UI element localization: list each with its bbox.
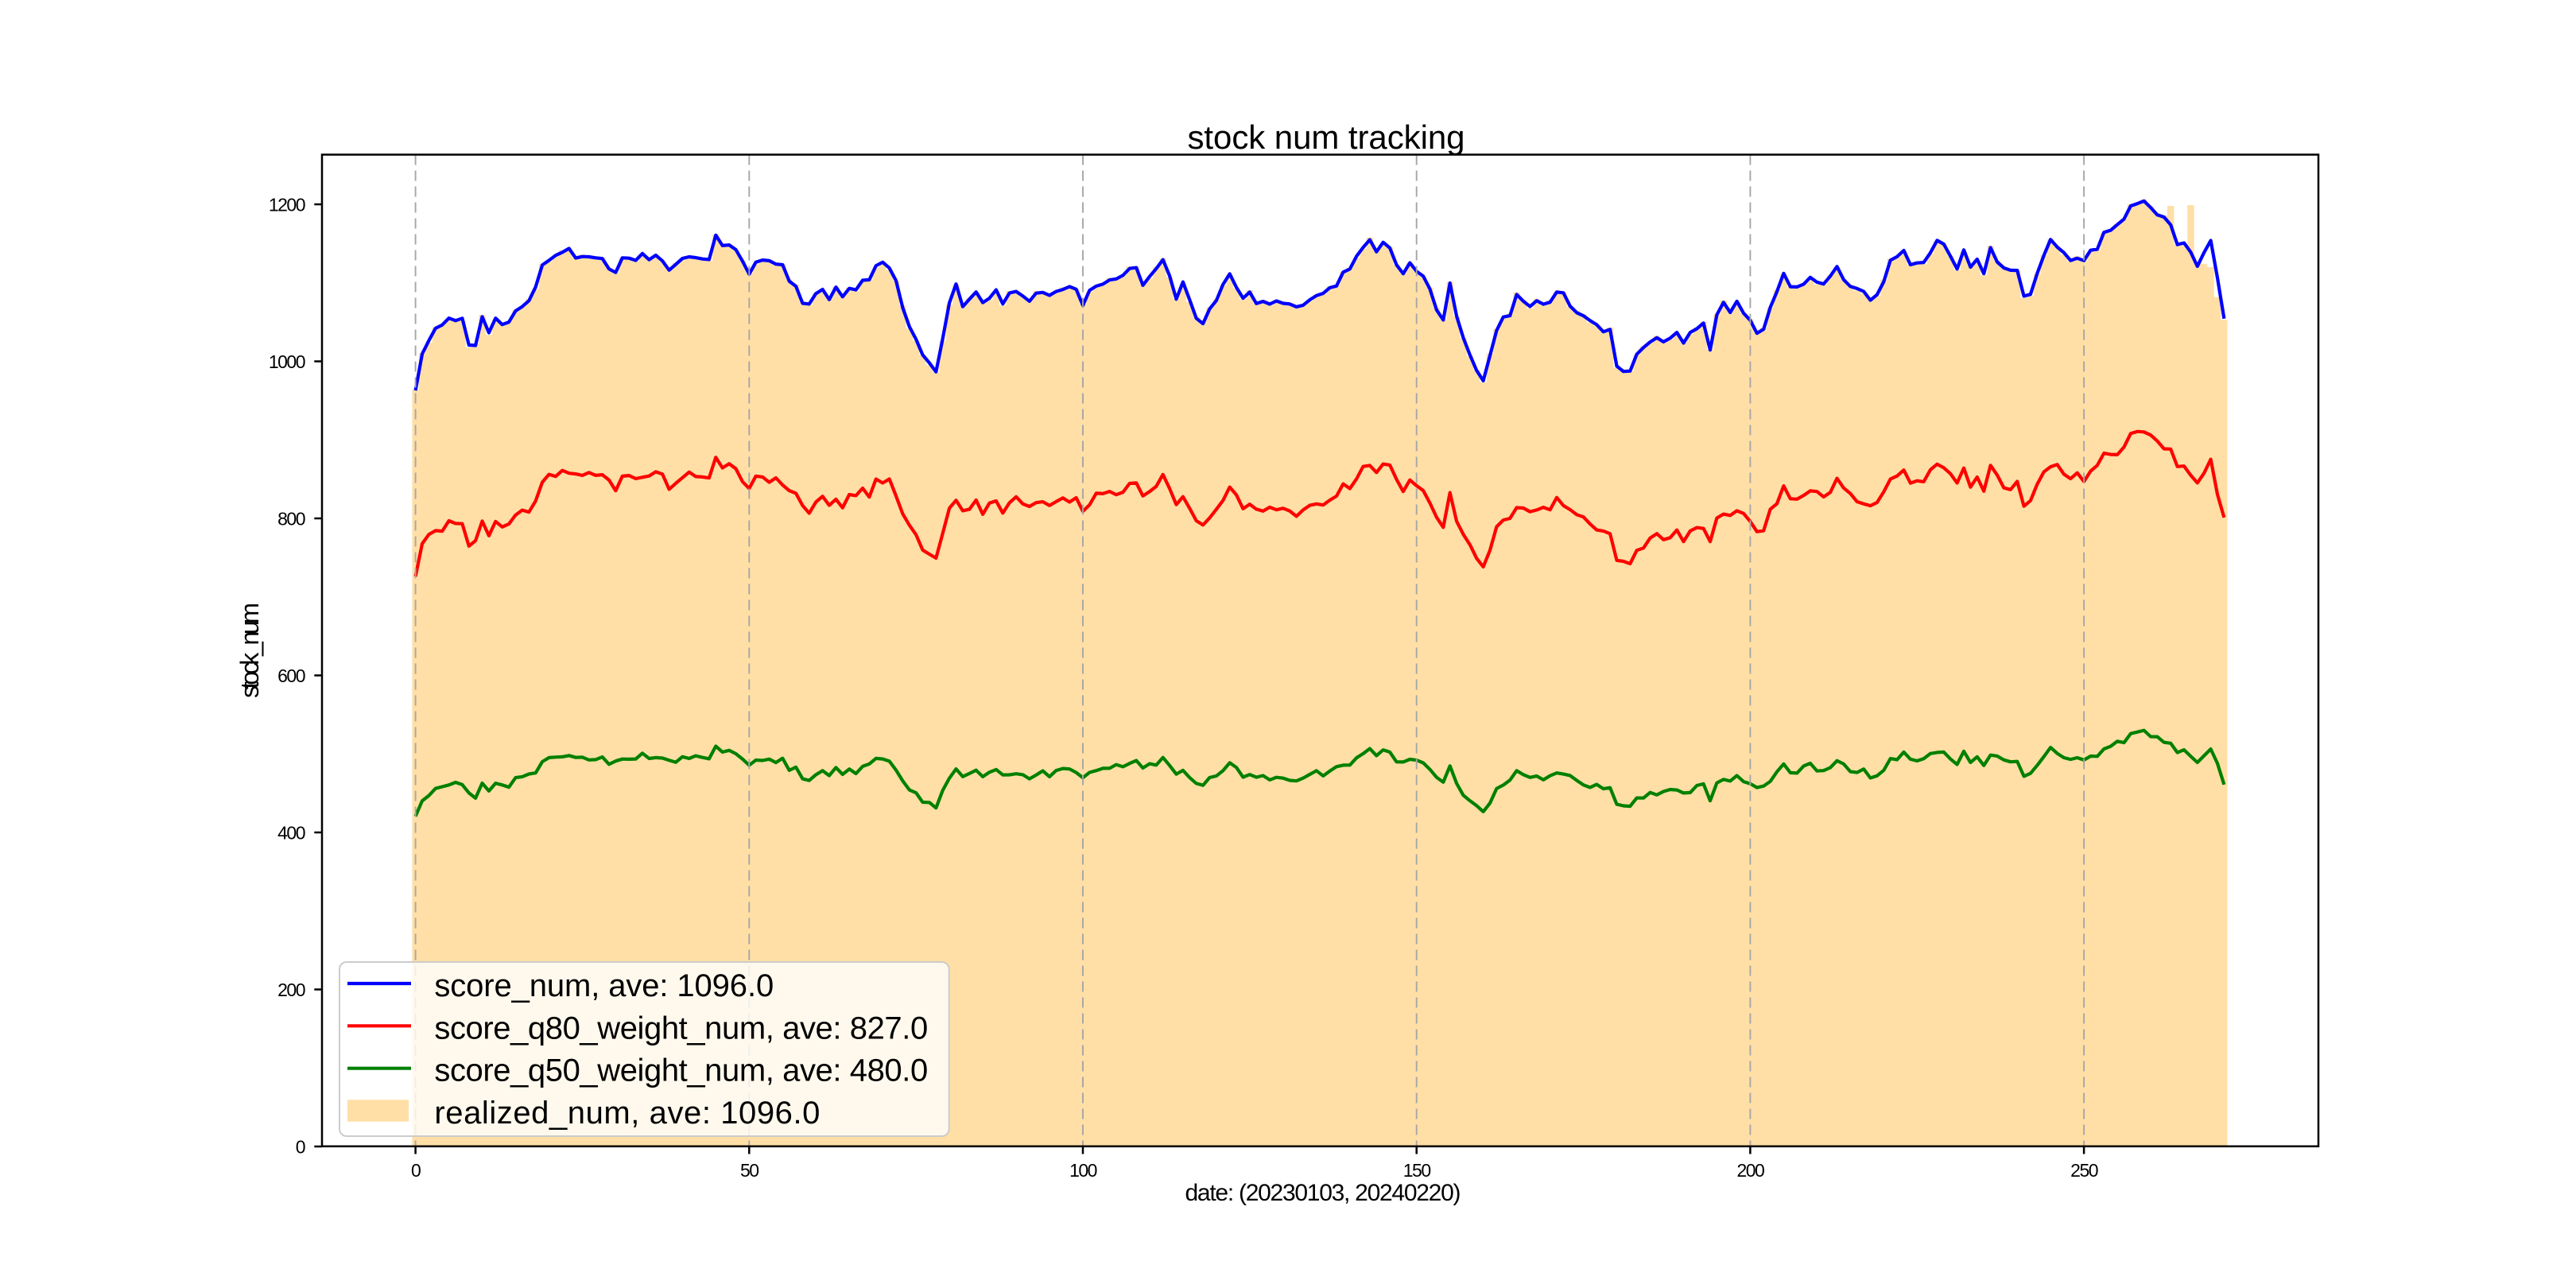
svg-text:400: 400 [277, 822, 305, 843]
svg-text:200: 200 [1736, 1160, 1764, 1181]
svg-text:stock_num: stock_num [235, 603, 264, 698]
svg-text:250: 250 [2070, 1160, 2098, 1181]
svg-text:stock num tracking: stock num tracking [1188, 118, 1465, 156]
svg-text:score_q80_weight_num, ave: 827: score_q80_weight_num, ave: 827.0 [434, 1011, 928, 1046]
svg-text:1200: 1200 [269, 194, 305, 215]
svg-text:0: 0 [411, 1160, 421, 1181]
svg-text:50: 50 [740, 1160, 758, 1181]
svg-text:score_q50_weight_num, ave: 480: score_q50_weight_num, ave: 480.0 [434, 1053, 928, 1088]
svg-text:800: 800 [277, 508, 305, 529]
svg-text:200: 200 [277, 980, 305, 1000]
svg-text:150: 150 [1403, 1160, 1431, 1181]
svg-text:1000: 1000 [269, 351, 305, 372]
svg-text:realized_num, ave: 1096.0: realized_num, ave: 1096.0 [434, 1096, 820, 1131]
svg-text:score_num, ave: 1096.0: score_num, ave: 1096.0 [434, 968, 774, 1003]
svg-text:date: (20230103, 20240220): date: (20230103, 20240220) [1185, 1180, 1461, 1206]
svg-text:600: 600 [277, 665, 305, 686]
svg-text:0: 0 [296, 1136, 305, 1157]
svg-text:100: 100 [1069, 1160, 1097, 1181]
